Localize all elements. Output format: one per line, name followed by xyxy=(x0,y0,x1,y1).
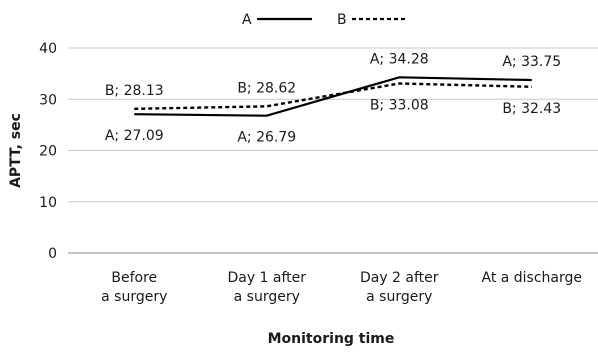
series-lines xyxy=(134,76,532,117)
y-tick-label-10: 10 xyxy=(39,195,57,211)
data-label-A-2: A; 34.28 xyxy=(370,51,429,67)
legend-label-A: A xyxy=(242,12,252,28)
data-labels: A; 27.09 B; 28.13 A; 26.79 B; 28.62 A; 34.28… xyxy=(105,51,561,145)
data-label-A-0: A; 27.09 xyxy=(105,128,164,144)
series-line-B xyxy=(134,82,532,111)
data-label-B-3: B; 32.43 xyxy=(502,101,561,117)
legend-label-B: B xyxy=(337,12,347,28)
x-tick-label-0: Before a surgery xyxy=(101,270,167,305)
y-tick-label-20: 20 xyxy=(39,144,57,160)
y-tick-label-0: 0 xyxy=(48,246,57,262)
series-line-A xyxy=(134,76,532,117)
data-label-A-3: A; 33.75 xyxy=(502,54,561,70)
y-tick-label-40: 40 xyxy=(39,41,57,57)
x-tick-label-3: At a discharge xyxy=(481,270,582,286)
data-label-B-0: B; 28.13 xyxy=(105,83,164,99)
x-axis-title: Monitoring time xyxy=(268,331,395,347)
y-axis-title: APTT, sec xyxy=(8,113,24,188)
y-tick-label-30: 30 xyxy=(39,92,57,108)
data-label-A-1: A; 26.79 xyxy=(237,130,296,146)
y-axis-ticks: 0 10 20 30 40 xyxy=(39,41,57,262)
data-label-B-1: B; 28.62 xyxy=(237,80,296,96)
x-tick-label-2: Day 2 after a surgery xyxy=(360,270,439,305)
x-axis: Before a surgery Day 1 after a surgery Day 2… xyxy=(68,252,598,305)
data-label-B-2: B; 33.08 xyxy=(370,97,429,113)
x-tick-label-1: Day 1 after a surgery xyxy=(227,270,306,305)
